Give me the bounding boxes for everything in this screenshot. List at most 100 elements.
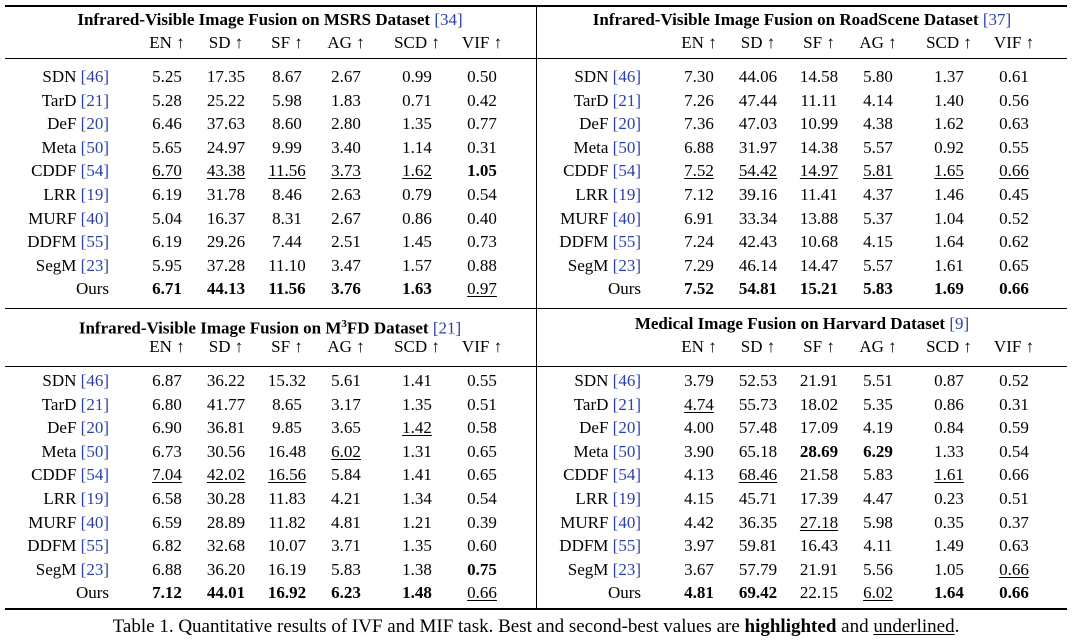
metric-value-text: 0.45 — [999, 185, 1029, 204]
metric-value: 14.58 — [789, 65, 849, 88]
method-label: DDFM — [27, 232, 77, 252]
table-row: Ours 6.71 44.13 11.56 3.76 1.63 0.97 — [5, 277, 535, 300]
method-label: DeF — [47, 418, 77, 438]
metric-value-text: 0.54 — [999, 441, 1029, 461]
metric-value: 17.35 — [196, 65, 256, 88]
metric-value-text: 0.31 — [467, 137, 497, 157]
metric-header: VIF ↑ — [993, 33, 1035, 52]
metric-value: 0.86 — [919, 393, 979, 416]
metric-value: 0.54 — [452, 487, 512, 510]
metric-value: 5.28 — [137, 89, 197, 112]
metric-value: 5.61 — [316, 369, 376, 392]
metric-value: 0.50 — [452, 65, 512, 88]
metric-value: 0.42 — [452, 89, 512, 112]
metric-value: 42.02 — [196, 463, 256, 486]
metric-value-text: 1.48 — [402, 583, 432, 603]
metric-value: 6.46 — [137, 112, 197, 135]
metric-value: 3.73 — [316, 159, 376, 182]
metric-value: 4.19 — [848, 416, 908, 439]
metric-value: 1.35 — [387, 534, 447, 557]
metric-value-text: 47.44 — [738, 90, 778, 110]
method-name: TarD [21] — [5, 89, 109, 112]
metric-value-text: 5.98 — [863, 512, 893, 532]
table-row: SDN [46] 3.79 52.53 21.91 5.51 0.87 0.52 — [537, 369, 1067, 392]
table-row: DDFM [55] 6.19 29.26 7.44 2.51 1.45 0.73 — [5, 230, 535, 253]
table-row: Meta [50] 5.65 24.97 9.99 3.40 1.14 0.31 — [5, 136, 535, 159]
metric-value: 1.46 — [919, 183, 979, 206]
metric-value-text: 39.16 — [738, 185, 778, 204]
method-label: SDN — [42, 371, 77, 390]
metric-value-text: 28.69 — [799, 441, 839, 461]
method-name: DDFM [55] — [537, 230, 641, 253]
metric-value: 8.31 — [257, 207, 317, 230]
metric-value-text: 7.36 — [684, 114, 714, 134]
method-citation: [54] — [612, 465, 641, 485]
method-label: CDDF — [563, 465, 609, 485]
metric-value: 0.40 — [452, 207, 512, 230]
metric-value: 0.23 — [919, 487, 979, 510]
metric-value: 1.48 — [387, 581, 447, 604]
metric-value-text: 14.47 — [799, 255, 839, 275]
metric-value: 16.48 — [257, 440, 317, 463]
metric-value-text: 6.70 — [152, 161, 182, 181]
metric-value-text: 6.87 — [152, 371, 182, 390]
metric-value: 7.04 — [137, 463, 197, 486]
metric-value-text: 0.55 — [467, 371, 497, 390]
metric-value-text: 1.64 — [934, 583, 964, 603]
metric-value-text: 30.28 — [206, 489, 246, 508]
method-name: SegM [23] — [537, 254, 641, 277]
method-label: SegM — [567, 559, 609, 579]
metric-value: 10.68 — [789, 230, 849, 253]
method-citation: [55] — [80, 536, 109, 556]
method-label: DDFM — [559, 232, 609, 252]
metric-value: 5.57 — [848, 136, 908, 159]
metric-value: 55.73 — [728, 393, 788, 416]
metric-value-text: 6.19 — [152, 185, 182, 204]
method-citation: [21] — [80, 394, 109, 414]
metric-value-text: 0.37 — [999, 512, 1029, 532]
metric-value-text: 5.37 — [863, 208, 893, 228]
metric-value-text: 5.57 — [863, 137, 893, 157]
metric-value-text: 11.11 — [800, 90, 838, 110]
metric-header: EN ↑ — [149, 337, 185, 356]
method-name: SDN [46] — [537, 65, 641, 88]
table-row: Meta [50] 6.88 31.97 14.38 5.57 0.92 0.55 — [537, 136, 1067, 159]
metric-header: AG ↑ — [327, 337, 365, 356]
metric-value-text: 0.62 — [999, 232, 1029, 252]
metric-header: SD ↑ — [740, 337, 776, 356]
method-label: SDN — [42, 67, 77, 86]
method-citation: [20] — [612, 418, 641, 438]
table-row: TarD [21] 7.26 47.44 11.11 4.14 1.40 0.56 — [537, 89, 1067, 112]
metric-value: 0.63 — [984, 112, 1044, 135]
table-row: MURF [40] 6.91 33.34 13.88 5.37 1.04 0.52 — [537, 207, 1067, 230]
method-label: Ours — [607, 583, 641, 603]
panel-msrs: Infrared-Visible Image Fusion on MSRS Da… — [5, 0, 535, 305]
metric-value: 4.21 — [316, 487, 376, 510]
method-citation: [40] — [612, 512, 641, 532]
metric-value-text: 1.35 — [402, 394, 432, 414]
metric-value-text: 6.88 — [684, 137, 714, 157]
metric-value: 13.88 — [789, 207, 849, 230]
metric-value-text: 1.46 — [934, 185, 964, 204]
metric-value: 15.32 — [257, 369, 317, 392]
table-row: LRR [19] 6.19 31.78 8.46 2.63 0.79 0.54 — [5, 183, 535, 206]
metric-value-text: 3.90 — [684, 441, 714, 461]
metric-value: 0.75 — [452, 558, 512, 581]
metric-value: 5.04 — [137, 207, 197, 230]
table-row: SegM [23] 3.67 57.79 21.91 5.56 1.05 0.66 — [537, 558, 1067, 581]
metric-value-text: 1.62 — [934, 114, 964, 134]
metric-value: 41.77 — [196, 393, 256, 416]
metric-value: 5.83 — [316, 558, 376, 581]
metric-value: 0.79 — [387, 183, 447, 206]
metric-value: 4.37 — [848, 183, 908, 206]
metric-value-text: 36.35 — [738, 512, 778, 532]
metric-header: SCD ↑ — [394, 337, 440, 356]
metric-value-text: 5.80 — [863, 67, 893, 86]
metric-value-text: 1.38 — [402, 559, 432, 579]
method-label: LRR — [43, 489, 77, 508]
metric-value: 6.19 — [137, 230, 197, 253]
metric-value-text: 5.56 — [863, 559, 893, 579]
table-row: TarD [21] 6.80 41.77 8.65 3.17 1.35 0.51 — [5, 393, 535, 416]
caption-suffix: . — [954, 616, 960, 637]
metric-value: 14.47 — [789, 254, 849, 277]
